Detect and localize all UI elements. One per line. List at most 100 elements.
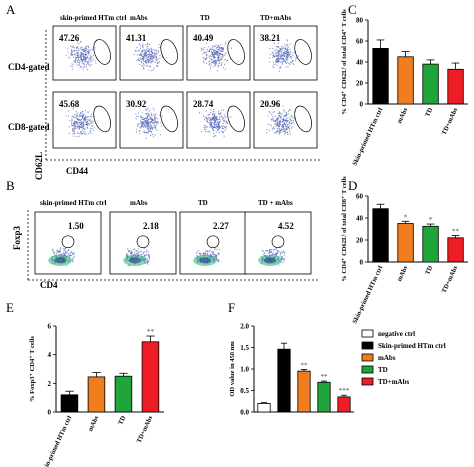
chart-c: 0 20 40 60 80 % CD4⁺ CD62Lˡ of total CD4⁺ T c… [341, 9, 468, 167]
chart-c-ylabel: % CD4⁺ CD62Lˡ of total CD4⁺ T cells [341, 9, 348, 115]
chart-f-legend-label-4: TD [378, 366, 388, 374]
chart-e-bar-1 [60, 394, 79, 413]
panel-b-group-ctrl: skin-primed HTm ctrl [40, 199, 107, 207]
foxp3-plot-3-value: 2.27 [213, 221, 229, 231]
chart-c-category-1: Skin-primed HTm ctrl [351, 107, 384, 167]
chart-d-bar-3 [422, 225, 439, 263]
chart-f-tick-label: 1.0 [240, 366, 249, 374]
panel-label-d: D [348, 178, 357, 193]
chart-c-category-3: TD [424, 107, 434, 118]
chart-c-tick-label: 20 [356, 80, 364, 88]
cd4-plot-2: 41.31 [119, 25, 184, 81]
panel-a-group-tdmabs: TD+mAbs [260, 14, 291, 22]
chart-e-tick-label: 0 [48, 409, 52, 417]
cd4-plot-1-value: 47.26 [59, 33, 80, 43]
cd4-plot-4-gate [294, 39, 312, 65]
chart-f-legend-label-3: mAbs [378, 354, 396, 362]
panel-b-group-td: TD [198, 199, 208, 207]
panel-label-c: C [348, 2, 357, 17]
chart-d-tick-label: 0 [360, 259, 364, 267]
panel-a-group-ctrl: skin-primed HTm ctrl [60, 14, 127, 22]
chart-e-category-3: TD [117, 415, 127, 426]
foxp3-plot-4-value: 4.52 [278, 221, 294, 231]
panel-a-y-axis: CD62L [34, 152, 44, 180]
chart-e-tick-label: 2 [48, 380, 52, 388]
chart-e-category-1: Skin-primed HTm ctrl [40, 415, 73, 467]
cd4-plot-4: 38.21 [253, 25, 318, 81]
chart-c-category-4: TD+mAbs [441, 106, 460, 136]
chart-c-category-2: mAbs [396, 106, 409, 124]
cd8-plot-1-gate [93, 105, 111, 133]
chart-c-tick-label: 60 [356, 38, 364, 46]
foxp3-plot-3-gate [206, 235, 220, 249]
chart-e-tick-label: 4 [48, 351, 52, 359]
cd8-plot-3: 28.74 [186, 91, 251, 149]
chart-f-bar-4 [317, 381, 331, 413]
chart-f-legend-swatch-3 [361, 353, 374, 362]
chart-f-ylabel: OD value in 450 nm [229, 341, 236, 397]
panel-a-group-mabs: mAbs [130, 14, 148, 22]
chart-d-category-2: mAbs [396, 264, 409, 282]
cd4-plot-3-value: 40.49 [193, 33, 214, 43]
foxp3-plot-1-value: 1.50 [68, 221, 84, 231]
cd8-plot-3-gate [227, 105, 245, 133]
chart-c-bar-3 [422, 63, 439, 105]
chart-f-tick-label: 1.5 [240, 344, 249, 352]
foxp3-plot-4: 4.52 [244, 211, 312, 275]
chart-d-bar-2 [397, 223, 414, 263]
cd4-plot-2-value: 41.31 [126, 33, 147, 43]
cd4-plot-1: 47.26 [52, 25, 117, 81]
chart-f-sig-4: ** [321, 373, 329, 381]
chart-e-bar-2 [87, 376, 106, 413]
cd8-plot-4: 20.96 [253, 91, 318, 149]
cd8-plot-3-value: 28.74 [193, 99, 214, 109]
chart-c-tick-label: 80 [356, 17, 364, 25]
panel-label-b: B [6, 178, 15, 193]
chart-f-legend-swatch-2 [361, 341, 374, 350]
foxp3-plot-4-gate [271, 235, 285, 249]
foxp3-plot-1: 1.50 [34, 211, 102, 275]
panel-label-e: E [6, 300, 14, 315]
chart-c-tick-label: 0 [360, 101, 364, 109]
chart-d-sig-4: ** [452, 228, 460, 236]
chart-c-bar-1 [372, 48, 389, 105]
panel-a-x-axis: CD44 [66, 166, 88, 176]
chart-d: 0 20 40 60 % CD4⁺ CD62Lˡ of total CD8⁺ T cel… [341, 176, 468, 325]
chart-e-bar-4 [141, 341, 160, 413]
chart-d-tick-label: 20 [356, 237, 364, 245]
cd4-plot-3: 40.49 [186, 25, 251, 81]
chart-e-ylabel: % Foxp3⁺ CD4⁺ T cells [29, 336, 36, 402]
chart-e-tick-label: 6 [48, 323, 52, 331]
chart-f-sig-3: ** [301, 361, 309, 369]
foxp3-plot-2: 2.18 [109, 211, 177, 275]
cd4-plot-1-gate [93, 39, 111, 65]
cd8-plot-4-value: 20.96 [260, 99, 281, 109]
cd4-plot-4-value: 38.21 [260, 33, 281, 43]
chart-f-bar-3 [297, 370, 311, 413]
foxp3-plot-2-value: 2.18 [143, 221, 159, 231]
chart-f-legend-swatch-1 [361, 329, 374, 338]
chart-c-bar-4 [447, 68, 464, 105]
chart-f-bar-2 [277, 348, 291, 413]
chart-d-category-3: TD [424, 265, 434, 276]
chart-d-bar-1 [372, 208, 389, 263]
chart-f-tick-label: 2.0 [240, 323, 249, 331]
chart-d-category-4: TD+mAbs [441, 264, 460, 294]
cd8-plot-4-gate [294, 105, 312, 133]
panel-b-group-mabs: mAbs [130, 199, 148, 207]
chart-f-bar-1 [257, 402, 271, 413]
chart-e-category-4: TD+mAbs [136, 414, 155, 444]
chart-e-bar-3 [114, 375, 133, 413]
chart-f-legend-label-5: TD+mAbs [378, 378, 409, 386]
foxp3-plot-1-gate [61, 235, 75, 249]
panel-label-a: A [6, 2, 16, 17]
cd8-plot-2-value: 30.92 [126, 99, 147, 109]
chart-d-bar-4 [447, 237, 464, 263]
chart-d-tick-label: 60 [356, 193, 364, 201]
chart-e: 0 2 4 6 % Foxp3⁺ CD4⁺ T cells Skin-primed HTm… [29, 323, 164, 467]
chart-d-category-1: Skin-primed HTm ctrl [351, 265, 384, 325]
panel-label-f: F [228, 300, 235, 315]
panel-a-row-cd8: CD8-gated [8, 122, 50, 132]
foxp3-plot-2-gate [136, 235, 150, 249]
chart-d-sig-3: * [429, 216, 433, 224]
